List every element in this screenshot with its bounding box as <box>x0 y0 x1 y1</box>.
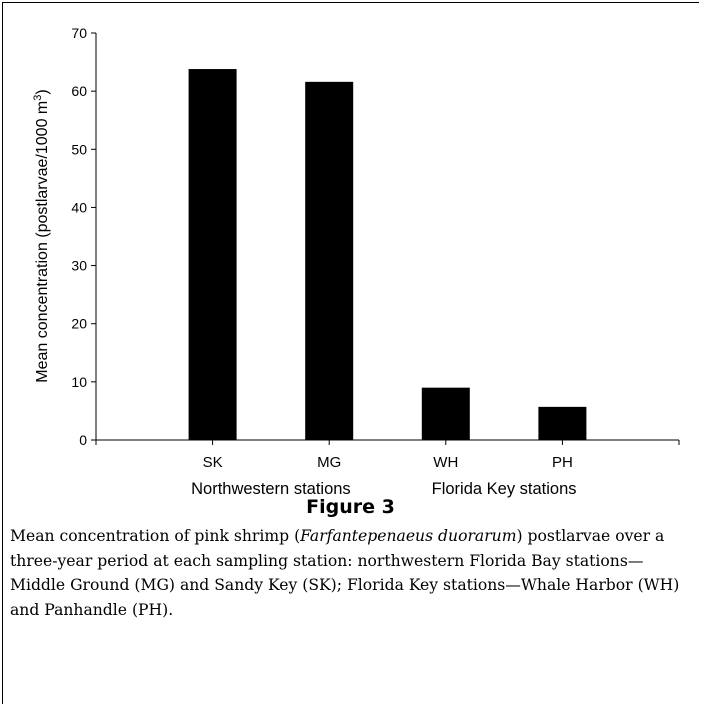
y-tick-label-60: 60 <box>71 83 87 99</box>
y-tick-label-40: 40 <box>71 199 87 215</box>
y-axis-label-main: Mean concentration (postlarvae/1000 m <box>34 101 51 383</box>
y-axis-label: Mean concentration (postlarvae/1000 m3) <box>32 89 51 382</box>
y-tick-label-20: 20 <box>71 316 87 332</box>
caption-text-end: ) postlarvae over a three-year period at… <box>10 527 680 619</box>
bar-mg <box>305 81 354 440</box>
y-tick-label-70: 70 <box>71 25 87 41</box>
x-tick-label-ph: PH <box>552 454 573 471</box>
y-axis-label-superscript: 3 <box>32 95 44 101</box>
y-tick-label-50: 50 <box>71 141 87 157</box>
figure-label: Figure 3 <box>306 496 395 518</box>
x-tick-label-wh: WH <box>433 454 458 471</box>
y-tick-label-0: 0 <box>79 432 87 448</box>
x-tick-label-mg: MG <box>317 454 341 471</box>
bar-wh <box>421 387 470 440</box>
chart-bars <box>188 69 587 440</box>
group-label-2: Florida Key stations <box>432 480 577 498</box>
chart-axes <box>91 32 680 445</box>
x-tick-label-sk: SK <box>203 454 223 471</box>
caption-text-start: Mean concentration of pink shrimp ( <box>10 527 301 545</box>
caption-species-name: Farfantepenaeus duorarum <box>300 527 517 545</box>
figure-caption: Mean concentration of pink shrimp (Farfa… <box>10 524 695 622</box>
bar-chart: 0 10 20 30 40 50 60 70 SK MG WH PH Northwestern stat… <box>32 25 680 498</box>
chart-labels: 0 10 20 30 40 50 60 70 SK MG WH PH Northwestern stat… <box>71 25 576 498</box>
y-tick-label-30: 30 <box>71 258 87 274</box>
y-axis-label-end: ) <box>34 89 51 94</box>
group-label-1: Northwestern stations <box>191 480 351 498</box>
bar-sk <box>188 69 237 440</box>
bar-ph <box>538 406 587 440</box>
y-tick-label-10: 10 <box>71 374 87 390</box>
